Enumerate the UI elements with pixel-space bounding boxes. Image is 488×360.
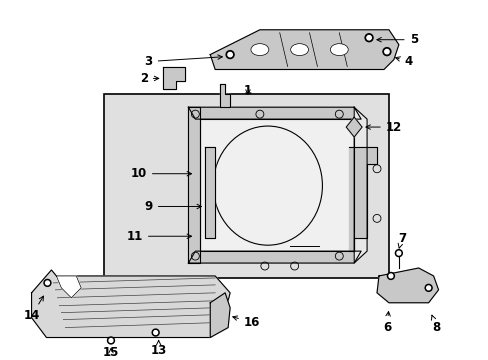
Text: 10: 10 [130,167,191,180]
Polygon shape [205,147,215,238]
Ellipse shape [290,44,308,55]
Text: 13: 13 [150,341,166,357]
Text: 12: 12 [365,121,401,134]
Polygon shape [346,117,362,137]
Text: 7: 7 [397,232,405,248]
Polygon shape [353,107,366,263]
Circle shape [365,34,372,42]
Circle shape [152,329,159,336]
Circle shape [382,48,390,55]
Polygon shape [163,67,185,89]
Polygon shape [56,276,81,298]
Polygon shape [32,270,230,337]
Text: 5: 5 [376,33,417,46]
Text: 9: 9 [144,200,201,213]
Text: 6: 6 [382,311,390,334]
Circle shape [107,337,114,344]
Text: 14: 14 [23,296,43,322]
Circle shape [45,281,49,285]
Circle shape [225,51,234,59]
Circle shape [366,36,370,40]
Polygon shape [188,251,361,263]
Text: 2: 2 [140,72,159,85]
Text: 16: 16 [232,316,260,329]
Text: 11: 11 [126,230,191,243]
Ellipse shape [330,44,347,55]
Circle shape [388,274,392,278]
Circle shape [227,53,232,57]
Text: 15: 15 [102,346,119,359]
Circle shape [44,279,51,286]
Circle shape [395,249,402,257]
Text: 8: 8 [430,315,440,334]
Text: 1: 1 [244,84,251,97]
Circle shape [109,338,113,342]
Polygon shape [220,84,230,107]
Circle shape [396,251,400,255]
Polygon shape [210,293,230,337]
Polygon shape [200,119,353,251]
Bar [104,94,388,278]
Circle shape [384,49,388,54]
Polygon shape [376,268,438,303]
Text: 4: 4 [395,55,412,68]
Text: 3: 3 [144,55,222,68]
Circle shape [426,286,429,290]
Circle shape [424,284,431,291]
Polygon shape [348,147,376,251]
Circle shape [153,330,157,334]
Ellipse shape [250,44,268,55]
Polygon shape [210,30,398,69]
Polygon shape [188,107,200,263]
Polygon shape [188,107,361,119]
Circle shape [386,273,394,279]
